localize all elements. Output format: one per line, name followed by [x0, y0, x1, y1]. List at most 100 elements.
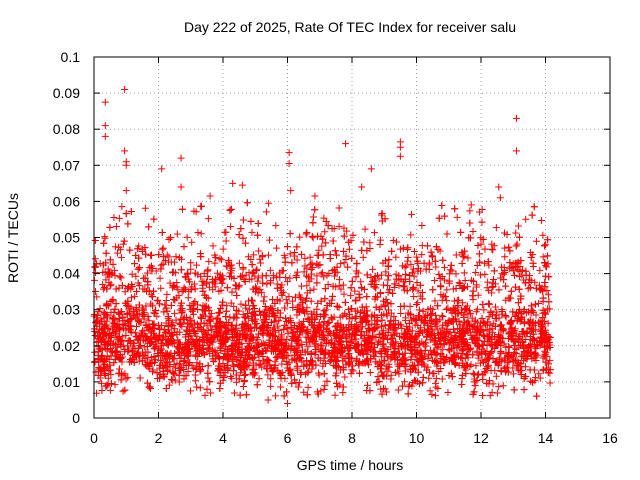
data-point — [297, 369, 305, 377]
data-point — [306, 286, 314, 294]
data-point — [93, 311, 101, 319]
data-point — [359, 253, 367, 261]
data-point — [473, 281, 481, 289]
data-point — [340, 290, 348, 298]
data-point — [175, 365, 183, 373]
data-point — [165, 381, 173, 389]
data-point — [254, 277, 262, 285]
data-point — [272, 353, 280, 361]
data-point — [262, 272, 270, 280]
data-point — [494, 362, 502, 370]
data-point — [228, 374, 236, 382]
data-point — [283, 360, 291, 368]
data-point — [474, 242, 482, 250]
data-point — [248, 312, 256, 320]
data-point — [374, 373, 382, 381]
data-point — [336, 338, 344, 346]
data-point — [276, 309, 284, 317]
data-point — [479, 392, 487, 400]
data-point — [132, 272, 140, 280]
data-point — [264, 329, 272, 337]
data-point — [441, 293, 449, 301]
data-point — [458, 331, 466, 339]
data-point — [184, 367, 192, 375]
data-point — [340, 232, 348, 240]
data-point — [169, 284, 177, 292]
data-point — [266, 361, 274, 369]
data-point — [296, 308, 304, 316]
data-point — [101, 323, 109, 331]
data-point — [408, 210, 416, 218]
data-point — [343, 337, 351, 345]
data-point — [318, 330, 326, 338]
data-point — [544, 319, 552, 327]
data-point — [415, 341, 423, 349]
data-point — [278, 267, 286, 275]
data-point — [512, 330, 520, 338]
data-point — [200, 319, 208, 327]
data-point — [502, 349, 510, 357]
data-point — [206, 378, 214, 386]
data-point — [409, 361, 417, 369]
data-point — [411, 336, 419, 344]
data-point — [491, 315, 499, 323]
data-point — [495, 383, 503, 391]
data-point — [309, 234, 317, 242]
data-point — [529, 337, 537, 345]
data-point — [183, 233, 191, 241]
data-point — [107, 379, 115, 387]
data-point — [325, 318, 333, 326]
data-point — [235, 375, 243, 383]
data-point — [513, 240, 521, 248]
data-point — [222, 324, 230, 332]
data-point — [101, 371, 109, 379]
data-point — [233, 292, 241, 300]
data-point — [458, 260, 466, 268]
data-point — [241, 361, 249, 369]
data-point — [187, 387, 195, 395]
data-point — [217, 304, 225, 312]
data-point — [234, 343, 242, 351]
data-point — [506, 294, 514, 302]
data-point — [137, 341, 145, 349]
data-point — [115, 369, 123, 377]
data-point — [116, 351, 124, 359]
data-point — [483, 379, 491, 387]
data-point — [206, 316, 214, 324]
data-point — [481, 270, 489, 278]
data-point — [453, 343, 461, 351]
data-point — [252, 339, 260, 347]
data-point — [267, 382, 275, 390]
data-point — [406, 334, 414, 342]
data-point — [319, 235, 327, 243]
data-point — [262, 208, 270, 216]
data-point — [395, 370, 403, 378]
data-point — [335, 204, 343, 212]
data-point — [248, 366, 256, 374]
data-point — [274, 322, 282, 330]
data-point — [165, 316, 173, 324]
data-point — [506, 320, 514, 328]
data-point — [199, 281, 207, 289]
data-point — [451, 360, 459, 368]
data-point — [224, 366, 232, 374]
data-point — [330, 225, 338, 233]
data-point — [501, 244, 509, 252]
data-point — [135, 357, 143, 365]
data-point — [458, 381, 466, 389]
data-point — [247, 343, 255, 351]
data-point — [461, 306, 469, 314]
data-point — [99, 281, 107, 289]
data-point — [460, 284, 468, 292]
data-point — [520, 374, 528, 382]
data-point — [468, 314, 476, 322]
data-point — [293, 256, 301, 264]
data-point — [217, 256, 225, 264]
data-point — [450, 297, 458, 305]
data-point — [181, 357, 189, 365]
data-point — [261, 302, 269, 310]
data-point — [298, 326, 306, 334]
data-point — [303, 264, 311, 272]
data-point — [377, 368, 385, 376]
